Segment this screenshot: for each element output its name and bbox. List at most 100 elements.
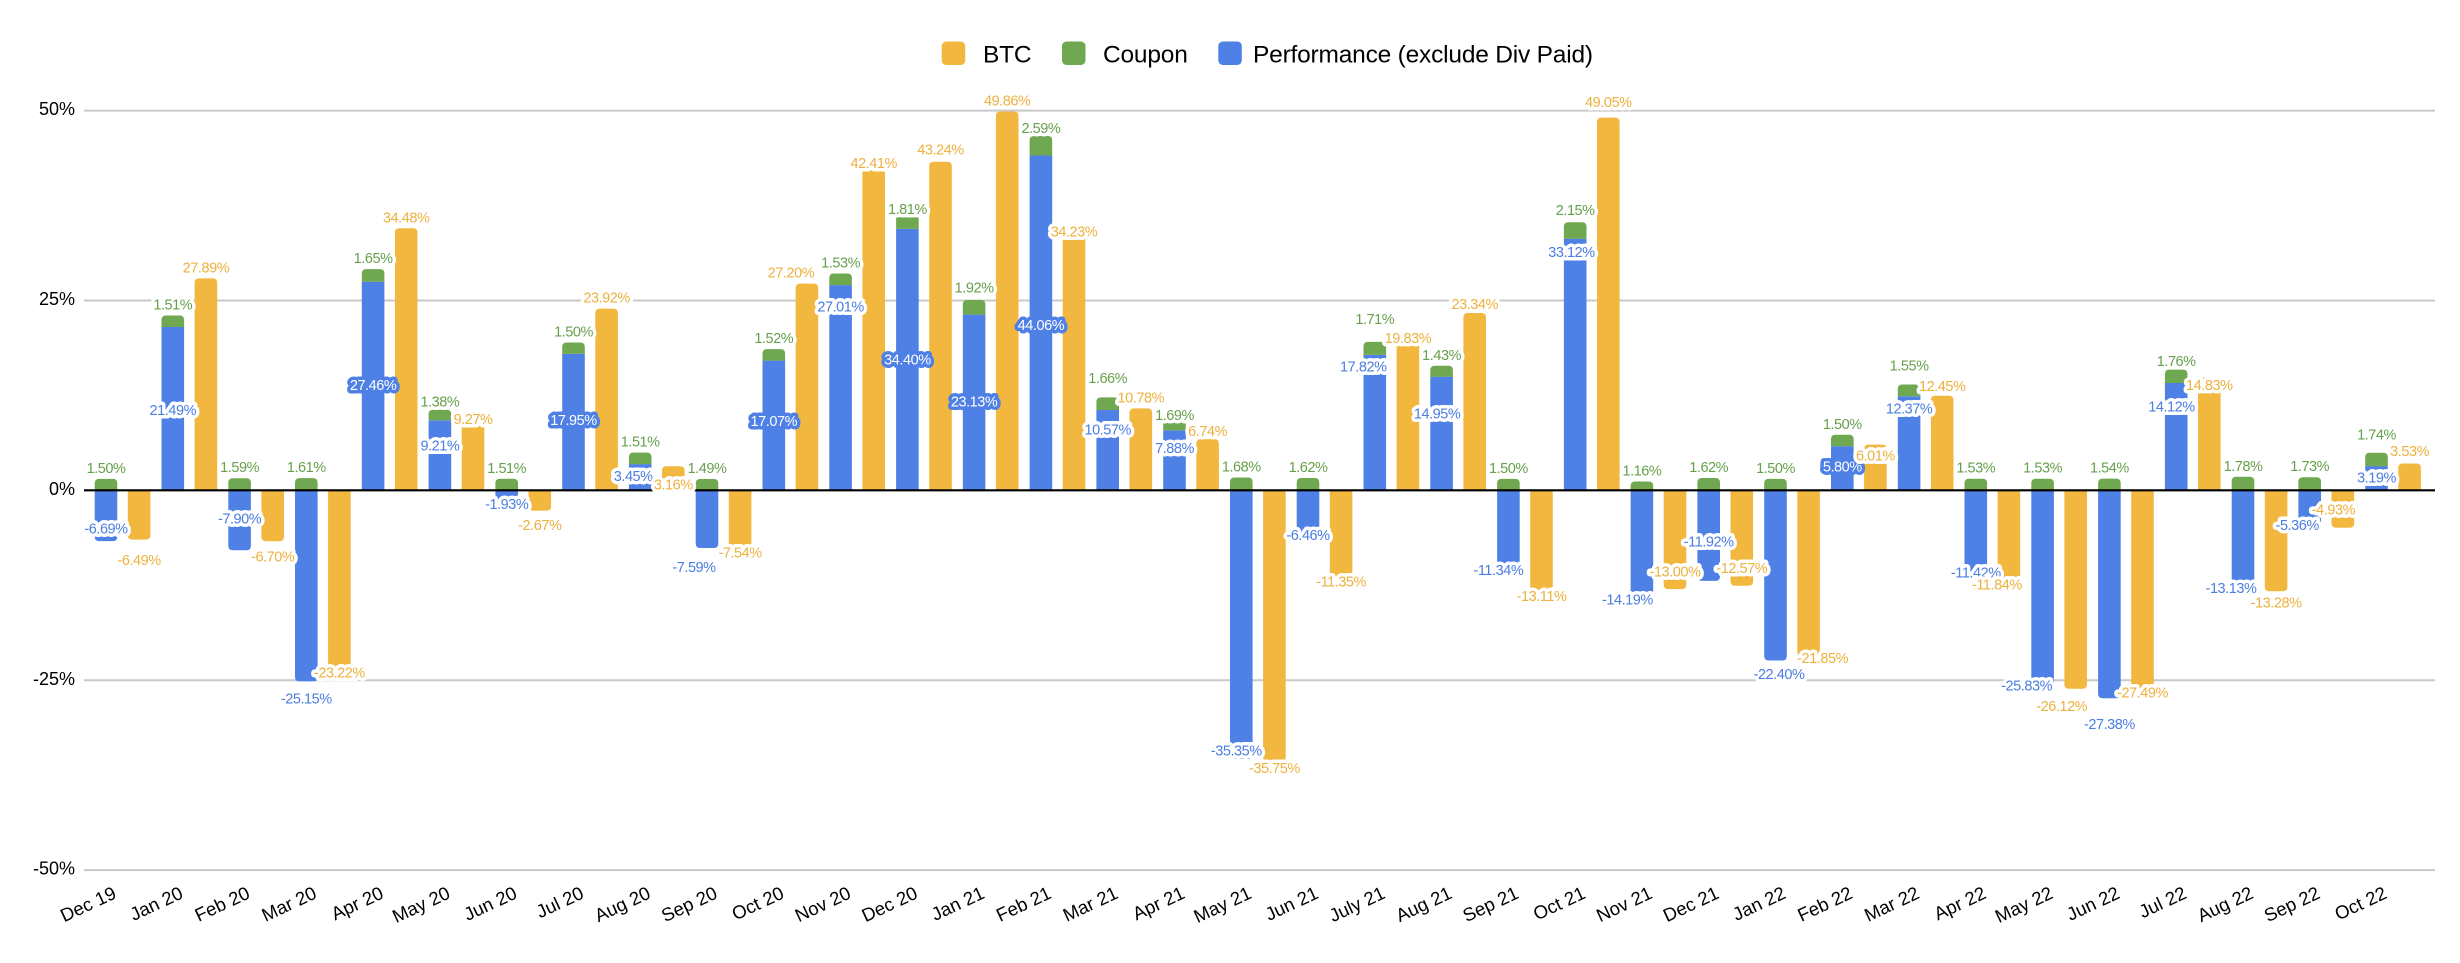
svg-text:May 20: May 20 (389, 882, 453, 927)
svg-text:1.62%: 1.62% (1689, 460, 1728, 476)
svg-text:-25.15%: -25.15% (281, 692, 332, 708)
svg-text:1.51%: 1.51% (487, 461, 526, 477)
svg-text:1.50%: 1.50% (554, 325, 593, 341)
svg-text:1.16%: 1.16% (1622, 464, 1661, 480)
svg-text:Sep 20: Sep 20 (658, 882, 720, 926)
svg-text:2.15%: 2.15% (1556, 203, 1595, 219)
svg-text:17.82%: 17.82% (1340, 360, 1387, 376)
svg-text:1.73%: 1.73% (2290, 459, 2329, 475)
svg-text:25%: 25% (39, 289, 75, 309)
svg-text:1.53%: 1.53% (1956, 461, 1995, 477)
svg-text:Mar 22: Mar 22 (1861, 882, 1922, 925)
svg-text:-2.67%: -2.67% (518, 518, 562, 534)
svg-text:-14.19%: -14.19% (1602, 593, 1653, 609)
svg-text:-26.12%: -26.12% (2036, 699, 2087, 715)
svg-text:5.80%: 5.80% (1823, 459, 1862, 475)
svg-text:-50%: -50% (33, 859, 75, 879)
svg-text:1.71%: 1.71% (1355, 312, 1394, 328)
svg-text:Jan 22: Jan 22 (1729, 882, 1788, 925)
svg-text:1.68%: 1.68% (1222, 460, 1261, 476)
svg-text:12.37%: 12.37% (1886, 401, 1933, 417)
svg-text:-7.54%: -7.54% (718, 545, 762, 561)
svg-text:42.41%: 42.41% (850, 156, 897, 172)
svg-text:1.65%: 1.65% (354, 251, 393, 267)
svg-text:-4.93%: -4.93% (2312, 503, 2356, 519)
svg-text:-13.13%: -13.13% (2206, 581, 2257, 597)
svg-text:Mar 21: Mar 21 (1060, 882, 1121, 925)
svg-text:1.59%: 1.59% (220, 460, 259, 476)
svg-text:49.86%: 49.86% (984, 93, 1031, 109)
svg-text:Aug 20: Aug 20 (591, 882, 653, 926)
svg-text:Feb 22: Feb 22 (1794, 882, 1855, 925)
svg-text:1.66%: 1.66% (1088, 371, 1127, 387)
svg-text:-7.59%: -7.59% (672, 560, 716, 576)
svg-text:6.01%: 6.01% (1856, 448, 1895, 464)
svg-text:1.53%: 1.53% (2023, 461, 2062, 477)
svg-text:23.13%: 23.13% (951, 395, 998, 411)
svg-text:Jul 20: Jul 20 (533, 882, 587, 922)
svg-text:Jun 22: Jun 22 (2063, 882, 2122, 925)
svg-text:3.16%: 3.16% (654, 478, 693, 494)
svg-text:-27.38%: -27.38% (2084, 717, 2135, 733)
svg-text:1.78%: 1.78% (2224, 459, 2263, 475)
svg-text:14.12%: 14.12% (2148, 400, 2195, 416)
svg-text:-6.69%: -6.69% (84, 522, 128, 538)
svg-text:-11.35%: -11.35% (1316, 575, 1366, 591)
svg-text:-13.00%: -13.00% (1650, 565, 1701, 581)
svg-text:BTC: BTC (983, 42, 1031, 69)
svg-text:17.95%: 17.95% (550, 413, 597, 429)
svg-text:14.83%: 14.83% (2186, 378, 2233, 394)
svg-text:Jun 20: Jun 20 (460, 882, 519, 925)
svg-text:-13.11%: -13.11% (1517, 589, 1567, 605)
svg-text:27.20%: 27.20% (768, 266, 815, 282)
svg-text:1.52%: 1.52% (754, 331, 793, 347)
svg-text:34.40%: 34.40% (884, 353, 931, 369)
svg-text:17.07%: 17.07% (751, 414, 798, 430)
svg-text:50%: 50% (39, 99, 75, 119)
svg-text:1.51%: 1.51% (621, 435, 660, 451)
svg-text:-13.28%: -13.28% (2251, 595, 2302, 611)
svg-text:-11.92%: -11.92% (1684, 535, 1734, 551)
svg-text:Aug 21: Aug 21 (1393, 882, 1455, 926)
svg-text:-11.34%: -11.34% (1474, 563, 1524, 579)
svg-text:44.06%: 44.06% (1018, 318, 1065, 334)
svg-text:3.53%: 3.53% (2390, 444, 2429, 460)
svg-text:33.12%: 33.12% (1548, 245, 1595, 261)
svg-text:-5.36%: -5.36% (2276, 518, 2320, 534)
svg-text:10.78%: 10.78% (1118, 390, 1165, 406)
svg-text:-6.49%: -6.49% (117, 553, 161, 569)
svg-text:-12.57%: -12.57% (1716, 561, 1767, 577)
svg-text:1.43%: 1.43% (1422, 348, 1461, 364)
svg-text:1.50%: 1.50% (87, 461, 126, 477)
svg-text:-6.70%: -6.70% (251, 550, 295, 566)
svg-text:Dec 19: Dec 19 (57, 882, 119, 926)
svg-text:2.59%: 2.59% (1021, 121, 1060, 137)
svg-text:1.69%: 1.69% (1155, 408, 1194, 424)
svg-text:1.81%: 1.81% (888, 202, 927, 218)
svg-text:Jul 22: Jul 22 (2136, 882, 2190, 922)
svg-text:34.23%: 34.23% (1051, 224, 1098, 240)
svg-text:1.62%: 1.62% (1289, 460, 1328, 476)
svg-text:Oct 20: Oct 20 (728, 882, 787, 924)
svg-text:1.51%: 1.51% (153, 298, 192, 314)
svg-text:1.74%: 1.74% (2357, 427, 2396, 443)
svg-text:49.05%: 49.05% (1585, 95, 1632, 111)
svg-text:Dec 20: Dec 20 (858, 882, 920, 926)
svg-text:Sep 21: Sep 21 (1459, 882, 1521, 926)
svg-text:Sep 22: Sep 22 (2261, 882, 2323, 926)
svg-text:Feb 20: Feb 20 (191, 882, 252, 925)
svg-text:-27.49%: -27.49% (2117, 685, 2168, 701)
svg-text:-23.22%: -23.22% (314, 666, 365, 682)
svg-text:1.53%: 1.53% (821, 256, 860, 272)
svg-text:Dec 21: Dec 21 (1660, 882, 1722, 926)
svg-text:1.50%: 1.50% (1823, 417, 1862, 433)
svg-text:-22.40%: -22.40% (1754, 667, 1805, 683)
svg-text:12.45%: 12.45% (1919, 379, 1966, 395)
svg-text:34.48%: 34.48% (383, 210, 430, 226)
svg-text:May 22: May 22 (1992, 882, 2056, 927)
svg-text:-25%: -25% (33, 669, 75, 689)
svg-text:27.89%: 27.89% (183, 261, 230, 277)
svg-text:6.74%: 6.74% (1188, 424, 1227, 440)
svg-text:-1.93%: -1.93% (485, 497, 529, 513)
svg-text:9.21%: 9.21% (420, 439, 459, 455)
